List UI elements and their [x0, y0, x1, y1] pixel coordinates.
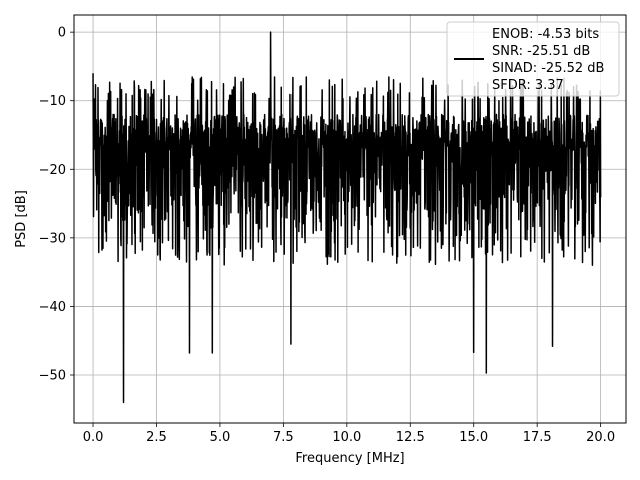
y-tick-label: −50	[39, 369, 66, 384]
legend: ENOB: -4.53 bits SNR: -25.51 dB SINAD: -…	[446, 21, 620, 97]
x-axis-label: Frequency [MHz]	[295, 451, 404, 466]
legend-line-enob: ENOB: -4.53 bits	[492, 27, 599, 42]
legend-line-sinad: SINAD: -25.52 dB	[492, 61, 604, 76]
x-tick-label: 15.0	[459, 430, 488, 445]
x-tick-label: 5.0	[210, 430, 231, 445]
legend-line-snr: SNR: -25.51 dB	[492, 44, 590, 59]
axes-frame	[73, 14, 627, 424]
y-tick-label: −20	[39, 163, 66, 178]
x-tick-label: 0.0	[83, 430, 104, 445]
x-axis-ticks: 0.0 2.5 5.0 7.5 10.0 12.5 15.0 17.5 20.0	[83, 423, 615, 445]
y-tick-label: 0	[58, 26, 66, 41]
legend-line-sfdr: SFDR: 3.37	[492, 78, 564, 93]
y-tick-label: −40	[39, 300, 66, 315]
y-axis-label: PSD [dB]	[14, 190, 29, 248]
x-tick-label: 7.5	[273, 430, 294, 445]
x-tick-label: 2.5	[146, 430, 167, 445]
y-tick-label: −10	[39, 94, 66, 109]
y-tick-label: −30	[39, 231, 66, 246]
y-axis-ticks: 0 −10 −20 −30 −40 −50	[39, 26, 74, 384]
x-tick-label: 17.5	[523, 430, 552, 445]
psd-series-line	[92, 31, 602, 404]
x-tick-label: 10.0	[332, 430, 361, 445]
legend-box	[446, 21, 620, 97]
x-tick-label: 20.0	[586, 430, 615, 445]
x-tick-label: 12.5	[396, 430, 425, 445]
